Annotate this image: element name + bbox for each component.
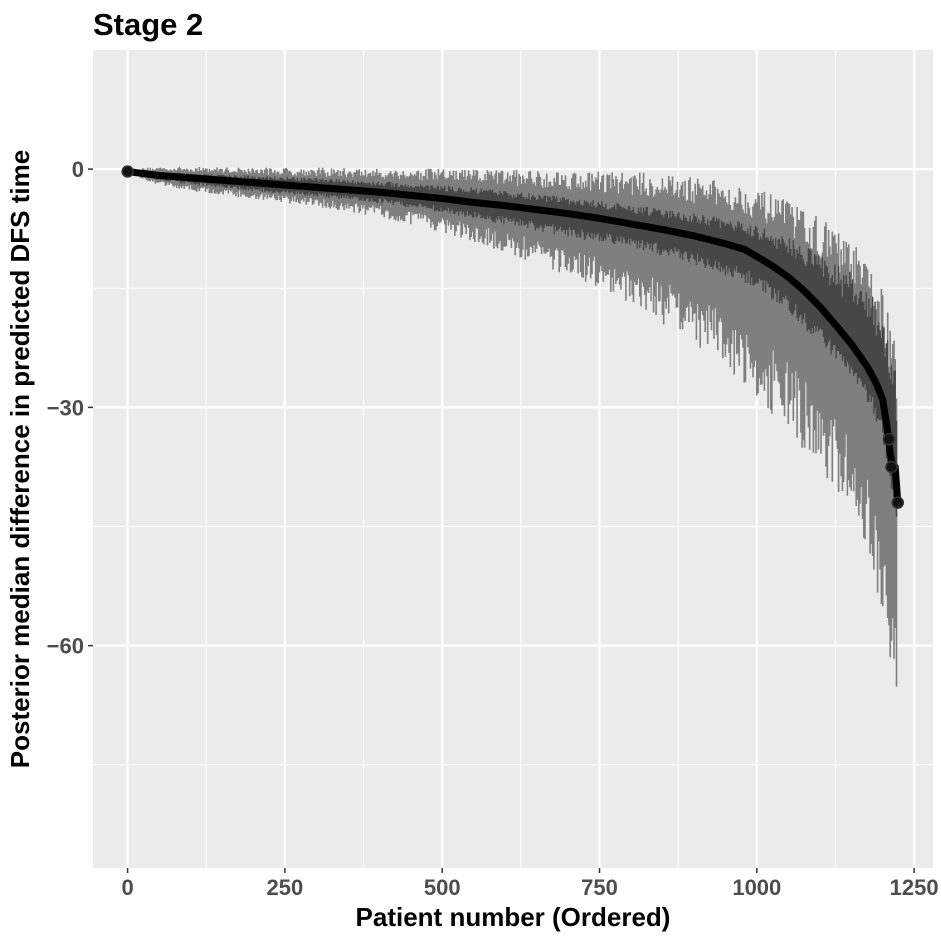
- x-tick-label: 0: [121, 875, 133, 900]
- x-axis: 0 250 500 750 1000 1250: [121, 868, 939, 900]
- median-line: [121, 165, 905, 509]
- x-tick-label: 1000: [732, 875, 781, 900]
- y-axis: 0 −30 −60: [47, 157, 93, 659]
- y-axis-title: Posterior median difference in predicted…: [5, 150, 35, 768]
- x-tick-label: 250: [267, 875, 304, 900]
- median-point: [891, 496, 905, 509]
- median-point: [885, 460, 898, 474]
- median-path: [124, 168, 902, 507]
- x-axis-title: Patient number (Ordered): [356, 902, 671, 932]
- median-point: [882, 432, 896, 446]
- y-tick-label: −30: [47, 395, 84, 420]
- y-tick-label: −60: [47, 634, 84, 659]
- x-tick-label: 1250: [890, 875, 939, 900]
- y-tick-label: 0: [72, 157, 84, 182]
- chart-title: Stage 2: [93, 7, 203, 42]
- x-tick-label: 500: [424, 875, 461, 900]
- x-tick-label: 750: [581, 875, 618, 900]
- median-point: [121, 165, 134, 178]
